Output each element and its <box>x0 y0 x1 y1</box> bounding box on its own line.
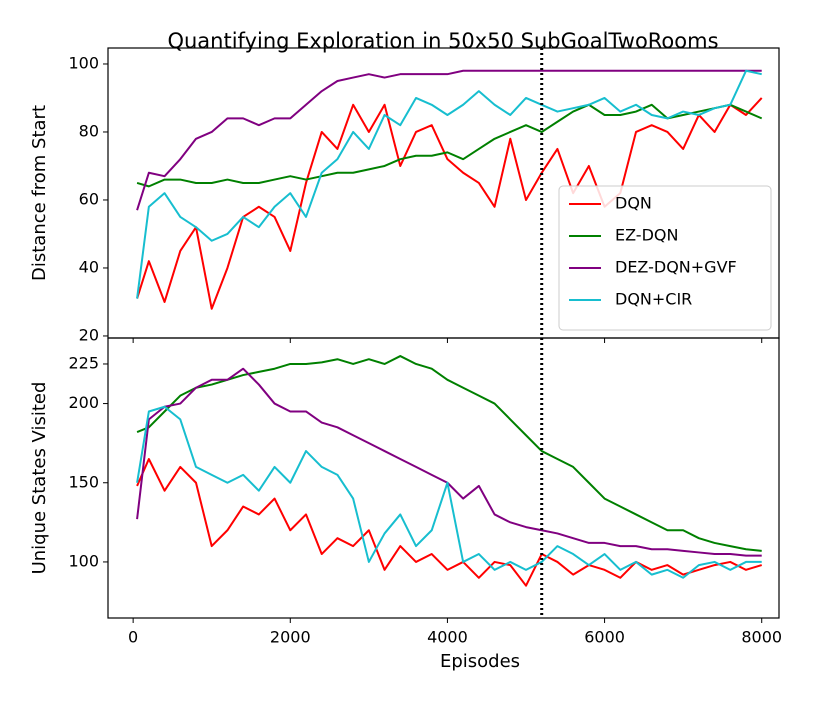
y-tick-label: 40 <box>79 257 99 276</box>
y-tick-label: 100 <box>68 551 99 570</box>
y-tick-label: 150 <box>68 472 99 491</box>
series-line <box>136 367 762 557</box>
legend-box <box>558 185 772 331</box>
series-line <box>136 69 762 211</box>
y-tick-label: 80 <box>79 121 99 140</box>
chart-title: Quantifying Exploration in 50x50 SubGoal… <box>167 29 718 53</box>
series-line <box>136 97 763 310</box>
x-tick-label: 0 <box>128 628 138 647</box>
series-line <box>136 405 762 579</box>
x-tick-label: 8000 <box>741 628 782 647</box>
series-line <box>136 69 762 299</box>
series-line <box>136 457 763 587</box>
plot-area <box>136 48 763 338</box>
y-tick-label: 225 <box>68 353 99 372</box>
plot-area <box>136 338 763 618</box>
y-axis-label: Distance from Start <box>29 105 50 281</box>
y-tick-label: 200 <box>68 393 99 412</box>
y-tick-label: 60 <box>79 189 99 208</box>
x-tick-label: 2000 <box>270 628 311 647</box>
legend-label: EZ-DQN <box>615 226 678 245</box>
legend-label: DQN <box>615 194 652 213</box>
series-line <box>136 355 762 552</box>
legend-label: DEZ-DQN+GVF <box>615 258 737 277</box>
x-tick-label: 6000 <box>584 628 625 647</box>
legend-label: DQN+CIR <box>615 290 692 309</box>
x-tick-label: 4000 <box>427 628 468 647</box>
y-axis-label: Unique States Visited <box>29 382 50 575</box>
axes-frame <box>107 337 780 619</box>
x-axis-label: Episodes <box>440 651 520 672</box>
y-tick-label: 100 <box>68 53 99 72</box>
series-line <box>136 103 763 188</box>
y-tick-label: 20 <box>79 325 99 344</box>
